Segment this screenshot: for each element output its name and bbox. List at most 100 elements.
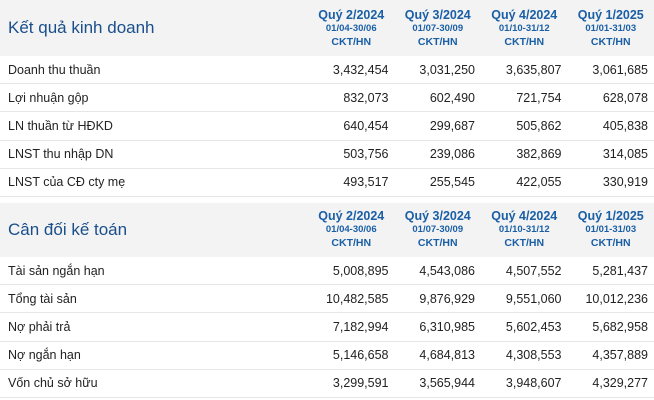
date-range: 01/04-30/06 [325, 224, 377, 236]
cell-value: 832,073 [343, 90, 389, 105]
income-statement-header: Kết quả kinh doanh Quý 2/2024 01/04-30/0… [0, 0, 654, 56]
quarter-label: Quý 1/2025 [577, 209, 644, 224]
cell-value: 602,490 [429, 90, 475, 105]
cell-value: 3,635,807 [505, 62, 562, 77]
cell-value: 4,357,889 [592, 348, 648, 363]
cell-value: 9,876,929 [419, 291, 475, 306]
report-type: CKT/HN [331, 237, 372, 250]
column-header: Quý 3/2024 01/07-30/09 CKT/HN [395, 0, 482, 56]
cell-value: 422,055 [516, 175, 562, 190]
column-header: Quý 4/2024 01/10-31/12 CKT/HN [481, 203, 568, 257]
quarter-label: Quý 3/2024 [404, 7, 471, 22]
column-header: Quý 1/2025 01/01-31/03 CKT/HN [568, 203, 654, 257]
quarter-label: Quý 2/2024 [318, 7, 385, 22]
cell-value: 10,012,236 [585, 291, 648, 306]
cell-value: 721,754 [516, 90, 562, 105]
balance-sheet-rows: Tài sản ngắn hạn 5,008,895 4,543,086 4,5… [0, 257, 654, 398]
column-header: Quý 2/2024 01/04-30/06 CKT/HN [308, 203, 395, 257]
balance-sheet-section: Cân đối kế toán Quý 2/2024 01/04-30/06 C… [0, 202, 654, 398]
cell-value: 6,310,985 [419, 319, 475, 334]
column-header: Quý 1/2025 01/01-31/03 CKT/HN [568, 0, 654, 56]
income-statement-section: Kết quả kinh doanh Quý 2/2024 01/04-30/0… [0, 0, 654, 197]
report-type: CKT/HN [331, 35, 372, 48]
date-range: 01/07-30/09 [412, 224, 464, 236]
table-row: Tổng tài sản 10,482,585 9,876,929 9,551,… [0, 285, 654, 314]
cell-value: 4,329,277 [592, 376, 648, 391]
cell-value: 314,085 [602, 147, 648, 162]
quarter-label: Quý 4/2024 [491, 209, 558, 224]
row-label: Doanh thu thuần [8, 62, 101, 77]
row-label: LNST của CĐ cty mẹ [8, 175, 126, 190]
quarter-label: Quý 3/2024 [404, 209, 471, 224]
report-type: CKT/HN [417, 35, 458, 48]
cell-value: 239,086 [429, 147, 475, 162]
cell-value: 4,507,552 [505, 263, 562, 278]
cell-value: 5,146,658 [332, 348, 389, 363]
column-header: Quý 3/2024 01/07-30/09 CKT/HN [395, 203, 482, 257]
cell-value: 3,565,944 [419, 376, 475, 391]
table-row: Doanh thu thuần 3,432,454 3,031,250 3,63… [0, 56, 654, 85]
table-row: Nợ ngắn hạn 5,146,658 4,684,813 4,308,55… [0, 342, 654, 370]
cell-value: 3,031,250 [419, 62, 475, 77]
row-label: Lợi nhuận gộp [8, 90, 89, 105]
table-row: Nợ phải trả 7,182,994 6,310,985 5,602,45… [0, 313, 654, 342]
quarter-label: Quý 1/2025 [577, 7, 644, 22]
cell-value: 7,182,994 [332, 319, 389, 334]
table-row: Tài sản ngắn hạn 5,008,895 4,543,086 4,5… [0, 257, 654, 286]
report-type: CKT/HN [504, 35, 545, 48]
cell-value: 3,432,454 [332, 62, 389, 77]
cell-value: 5,008,895 [332, 263, 389, 278]
row-label: Tài sản ngắn hạn [8, 263, 105, 278]
row-label: Nợ phải trả [8, 319, 71, 334]
table-row: Vốn chủ sở hữu 3,299,591 3,565,944 3,948… [0, 370, 654, 398]
report-type: CKT/HN [590, 35, 631, 48]
cell-value: 382,869 [516, 147, 562, 162]
quarter-label: Quý 2/2024 [318, 209, 385, 224]
section-title: Cân đối kế toán [8, 219, 128, 239]
cell-value: 3,061,685 [592, 62, 648, 77]
cell-value: 493,517 [343, 175, 389, 190]
column-header: Quý 2/2024 01/04-30/06 CKT/HN [308, 0, 395, 56]
table-row: LN thuần từ HĐKD 640,454 299,687 505,862… [0, 112, 654, 141]
cell-value: 503,756 [343, 147, 389, 162]
date-range: 01/04-30/06 [325, 22, 377, 34]
report-type: CKT/HN [590, 237, 631, 250]
row-label: Vốn chủ sở hữu [8, 376, 98, 391]
row-label: LN thuần từ HĐKD [8, 118, 113, 133]
cell-value: 9,551,060 [505, 291, 562, 306]
quarter-label: Quý 4/2024 [491, 7, 558, 22]
cell-value: 505,862 [516, 118, 562, 133]
row-label: LNST thu nhập DN [8, 147, 114, 162]
cell-value: 628,078 [602, 90, 648, 105]
cell-value: 255,545 [429, 175, 475, 190]
date-range: 01/10-31/12 [498, 22, 550, 34]
row-label: Nợ ngắn hạn [8, 348, 81, 363]
cell-value: 4,684,813 [419, 348, 475, 363]
cell-value: 4,308,553 [505, 348, 562, 363]
cell-value: 5,602,453 [505, 319, 562, 334]
cell-value: 640,454 [343, 118, 389, 133]
cell-value: 5,682,958 [592, 319, 648, 334]
date-range: 01/10-31/12 [498, 224, 550, 236]
report-type: CKT/HN [417, 237, 458, 250]
report-type: CKT/HN [504, 237, 545, 250]
income-statement-rows: Doanh thu thuần 3,432,454 3,031,250 3,63… [0, 56, 654, 197]
table-row: Lợi nhuận gộp 832,073 602,490 721,754 62… [0, 84, 654, 113]
cell-value: 5,281,437 [592, 263, 648, 278]
row-label: Tổng tài sản [8, 291, 77, 306]
table-row: LNST thu nhập DN 503,756 239,086 382,869… [0, 141, 654, 169]
table-row: LNST của CĐ cty mẹ 493,517 255,545 422,0… [0, 169, 654, 197]
section-title: Kết quả kinh doanh [8, 18, 155, 37]
cell-value: 330,919 [602, 175, 648, 190]
cell-value: 3,299,591 [332, 376, 389, 391]
cell-value: 299,687 [429, 118, 475, 133]
balance-sheet-header: Cân đối kế toán Quý 2/2024 01/04-30/06 C… [0, 202, 654, 257]
section-gap [0, 196, 654, 203]
column-header: Quý 4/2024 01/10-31/12 CKT/HN [481, 0, 568, 56]
date-range: 01/01-31/03 [585, 224, 637, 236]
cell-value: 10,482,585 [325, 291, 389, 306]
date-range: 01/07-30/09 [412, 22, 464, 34]
date-range: 01/01-31/03 [585, 22, 637, 34]
cell-value: 4,543,086 [419, 263, 475, 278]
cell-value: 3,948,607 [505, 376, 562, 391]
